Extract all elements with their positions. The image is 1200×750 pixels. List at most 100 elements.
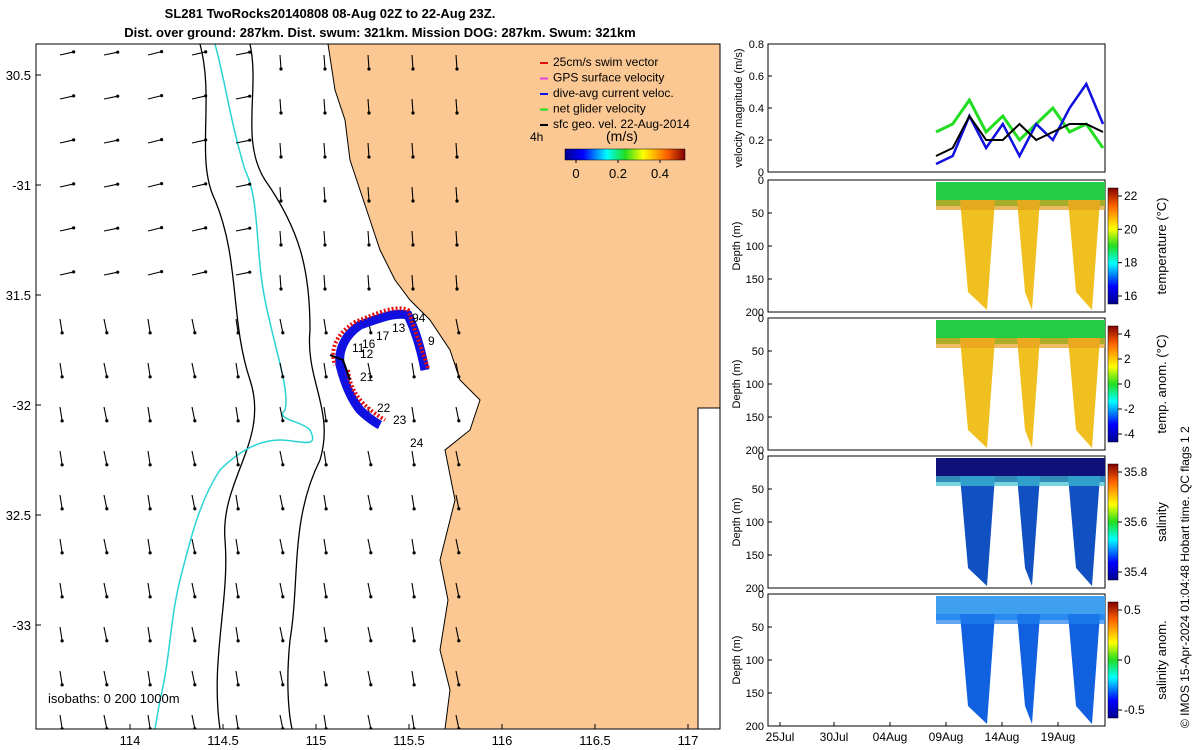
velocity-arrow bbox=[191, 318, 196, 333]
velocity-arrow-head bbox=[148, 683, 152, 687]
velocity-arrow-head bbox=[455, 67, 459, 71]
velocity-arrow-head bbox=[148, 639, 152, 643]
velocity-arrow-head bbox=[279, 243, 283, 247]
velocity-arrow bbox=[367, 626, 372, 641]
velocity-arrow bbox=[279, 714, 284, 729]
velocity-arrow bbox=[103, 714, 108, 729]
velocity-arrow-head bbox=[455, 155, 459, 159]
velocity-arrow-head bbox=[148, 507, 152, 511]
depth-ylabel: Depth (m) bbox=[731, 498, 743, 547]
velocity-ytick-label: 0 bbox=[758, 167, 764, 179]
track-label: 11 bbox=[352, 341, 365, 355]
velocity-arrow bbox=[235, 450, 239, 465]
map-x-axis: 114 114.5 115 115.5 116 116.5 117 bbox=[120, 724, 698, 748]
velocity-arrow-head bbox=[204, 182, 208, 186]
cbar-tick-label: 35.8 bbox=[1124, 465, 1148, 479]
velocity-arrow bbox=[455, 538, 460, 553]
velocity-arrow bbox=[411, 494, 415, 509]
velocity-arrow-head bbox=[248, 94, 252, 98]
map-xtick-label: 116.5 bbox=[579, 733, 611, 748]
velocity-arrow bbox=[367, 98, 370, 114]
velocity-arrow bbox=[367, 230, 370, 246]
velocity-arrow bbox=[367, 142, 370, 158]
velocity-arrow bbox=[191, 626, 196, 641]
velocity-arrow bbox=[455, 186, 458, 202]
velocity-arrow-head bbox=[105, 551, 109, 555]
velocity-arrow-head bbox=[204, 226, 208, 230]
sal_anom-dive-profile bbox=[960, 614, 995, 724]
map-xtick-label: 114.5 bbox=[207, 733, 239, 748]
velocity-arrow-head bbox=[105, 463, 109, 467]
map-ytick-label: -31 bbox=[12, 178, 31, 193]
velocity-arrow-head bbox=[193, 639, 197, 643]
velocity-series-line bbox=[935, 97, 1105, 149]
velocity-arrow-head bbox=[323, 111, 327, 115]
velocity-arrow bbox=[103, 582, 108, 597]
velocity-arrow-head bbox=[105, 419, 109, 423]
salinity-dive-profile bbox=[1017, 476, 1040, 586]
velocity-arrow bbox=[279, 54, 282, 70]
velocity-arrow bbox=[323, 538, 327, 553]
velocity-arrow bbox=[323, 406, 327, 421]
temp_anom-dive-profile bbox=[960, 338, 995, 448]
temp_anom-colorbar bbox=[1107, 325, 1119, 443]
legend-label: sfc geo. vel. 22-Aug-2014 bbox=[553, 117, 690, 131]
velocity-arrow-head bbox=[148, 463, 152, 467]
velocity-arrow bbox=[367, 362, 372, 377]
isobaths-label: isobaths: 0 200 1000m bbox=[48, 691, 180, 706]
velocity-arrow-head bbox=[60, 375, 64, 379]
velocity-arrow bbox=[191, 406, 196, 421]
sal_anom-cbar-label: salinity anom. bbox=[1154, 620, 1169, 699]
velocity-ytick-label: 0.2 bbox=[749, 135, 764, 147]
velocity-arrow-head bbox=[281, 639, 285, 643]
velocity-arrow-head bbox=[367, 287, 371, 291]
velocity-arrow-head bbox=[411, 199, 415, 203]
velocity-series-line bbox=[935, 81, 1105, 166]
velocity-arrow-head bbox=[60, 331, 64, 335]
depth-tick-label: 50 bbox=[752, 208, 764, 220]
velocity-arrow-head bbox=[411, 155, 415, 159]
velocity-arrow bbox=[59, 406, 63, 421]
velocity-arrow bbox=[235, 538, 239, 553]
velocity-arrow bbox=[411, 274, 414, 290]
velocity-arrow bbox=[279, 450, 284, 465]
velocity-arrow bbox=[411, 538, 415, 553]
velocity-arrow-head bbox=[279, 199, 283, 203]
velocity-arrow-head bbox=[159, 138, 164, 142]
velocity-arrow-head bbox=[324, 683, 328, 687]
velocity-arrow bbox=[235, 51, 250, 56]
velocity-arrow bbox=[147, 582, 151, 597]
velocity-arrow-head bbox=[148, 375, 152, 379]
depth-tick-label: 150 bbox=[746, 412, 764, 424]
velocity-arrow bbox=[235, 139, 250, 144]
sal_anom-dive-profile bbox=[1017, 614, 1040, 724]
velocity-arrow-head bbox=[457, 463, 461, 467]
cbar-tick-label: 20 bbox=[1124, 222, 1138, 236]
salinity-dive-profile bbox=[1068, 476, 1100, 586]
panels-x-axis: 25Jul 30Jul 04Aug 09Aug 14Aug 19Aug bbox=[766, 722, 1075, 744]
depth-ylabel: Depth (m) bbox=[731, 222, 743, 271]
velocity-arrow bbox=[455, 450, 460, 465]
depth-tick-label: 0 bbox=[758, 451, 764, 463]
velocity-arrow bbox=[411, 626, 415, 641]
panel-xtick-label: 09Aug bbox=[929, 730, 964, 744]
velocity-arrow-head bbox=[148, 551, 152, 555]
velocity-arrow bbox=[411, 186, 414, 202]
velocity-arrow-head bbox=[457, 683, 461, 687]
depth-tick-label: 0 bbox=[758, 589, 764, 601]
depth-tick-label: 200 bbox=[746, 445, 764, 457]
velocity-arrow-head bbox=[457, 551, 461, 555]
velocity-arrow-head bbox=[367, 67, 371, 71]
depth-tick-label: 100 bbox=[746, 517, 764, 529]
depth-tick-label: 200 bbox=[746, 583, 764, 595]
velocity-arrow-head bbox=[412, 375, 416, 379]
velocity-arrow-head bbox=[324, 551, 328, 555]
velocity-arrow-head bbox=[159, 270, 164, 274]
velocity-arrow-head bbox=[369, 683, 373, 687]
velocity-arrow-head bbox=[323, 287, 327, 291]
velocity-arrow bbox=[59, 227, 74, 232]
track-label: 13 bbox=[392, 321, 406, 335]
velocity-arrow-head bbox=[148, 595, 152, 599]
depth-tick-label: 0 bbox=[758, 175, 764, 187]
